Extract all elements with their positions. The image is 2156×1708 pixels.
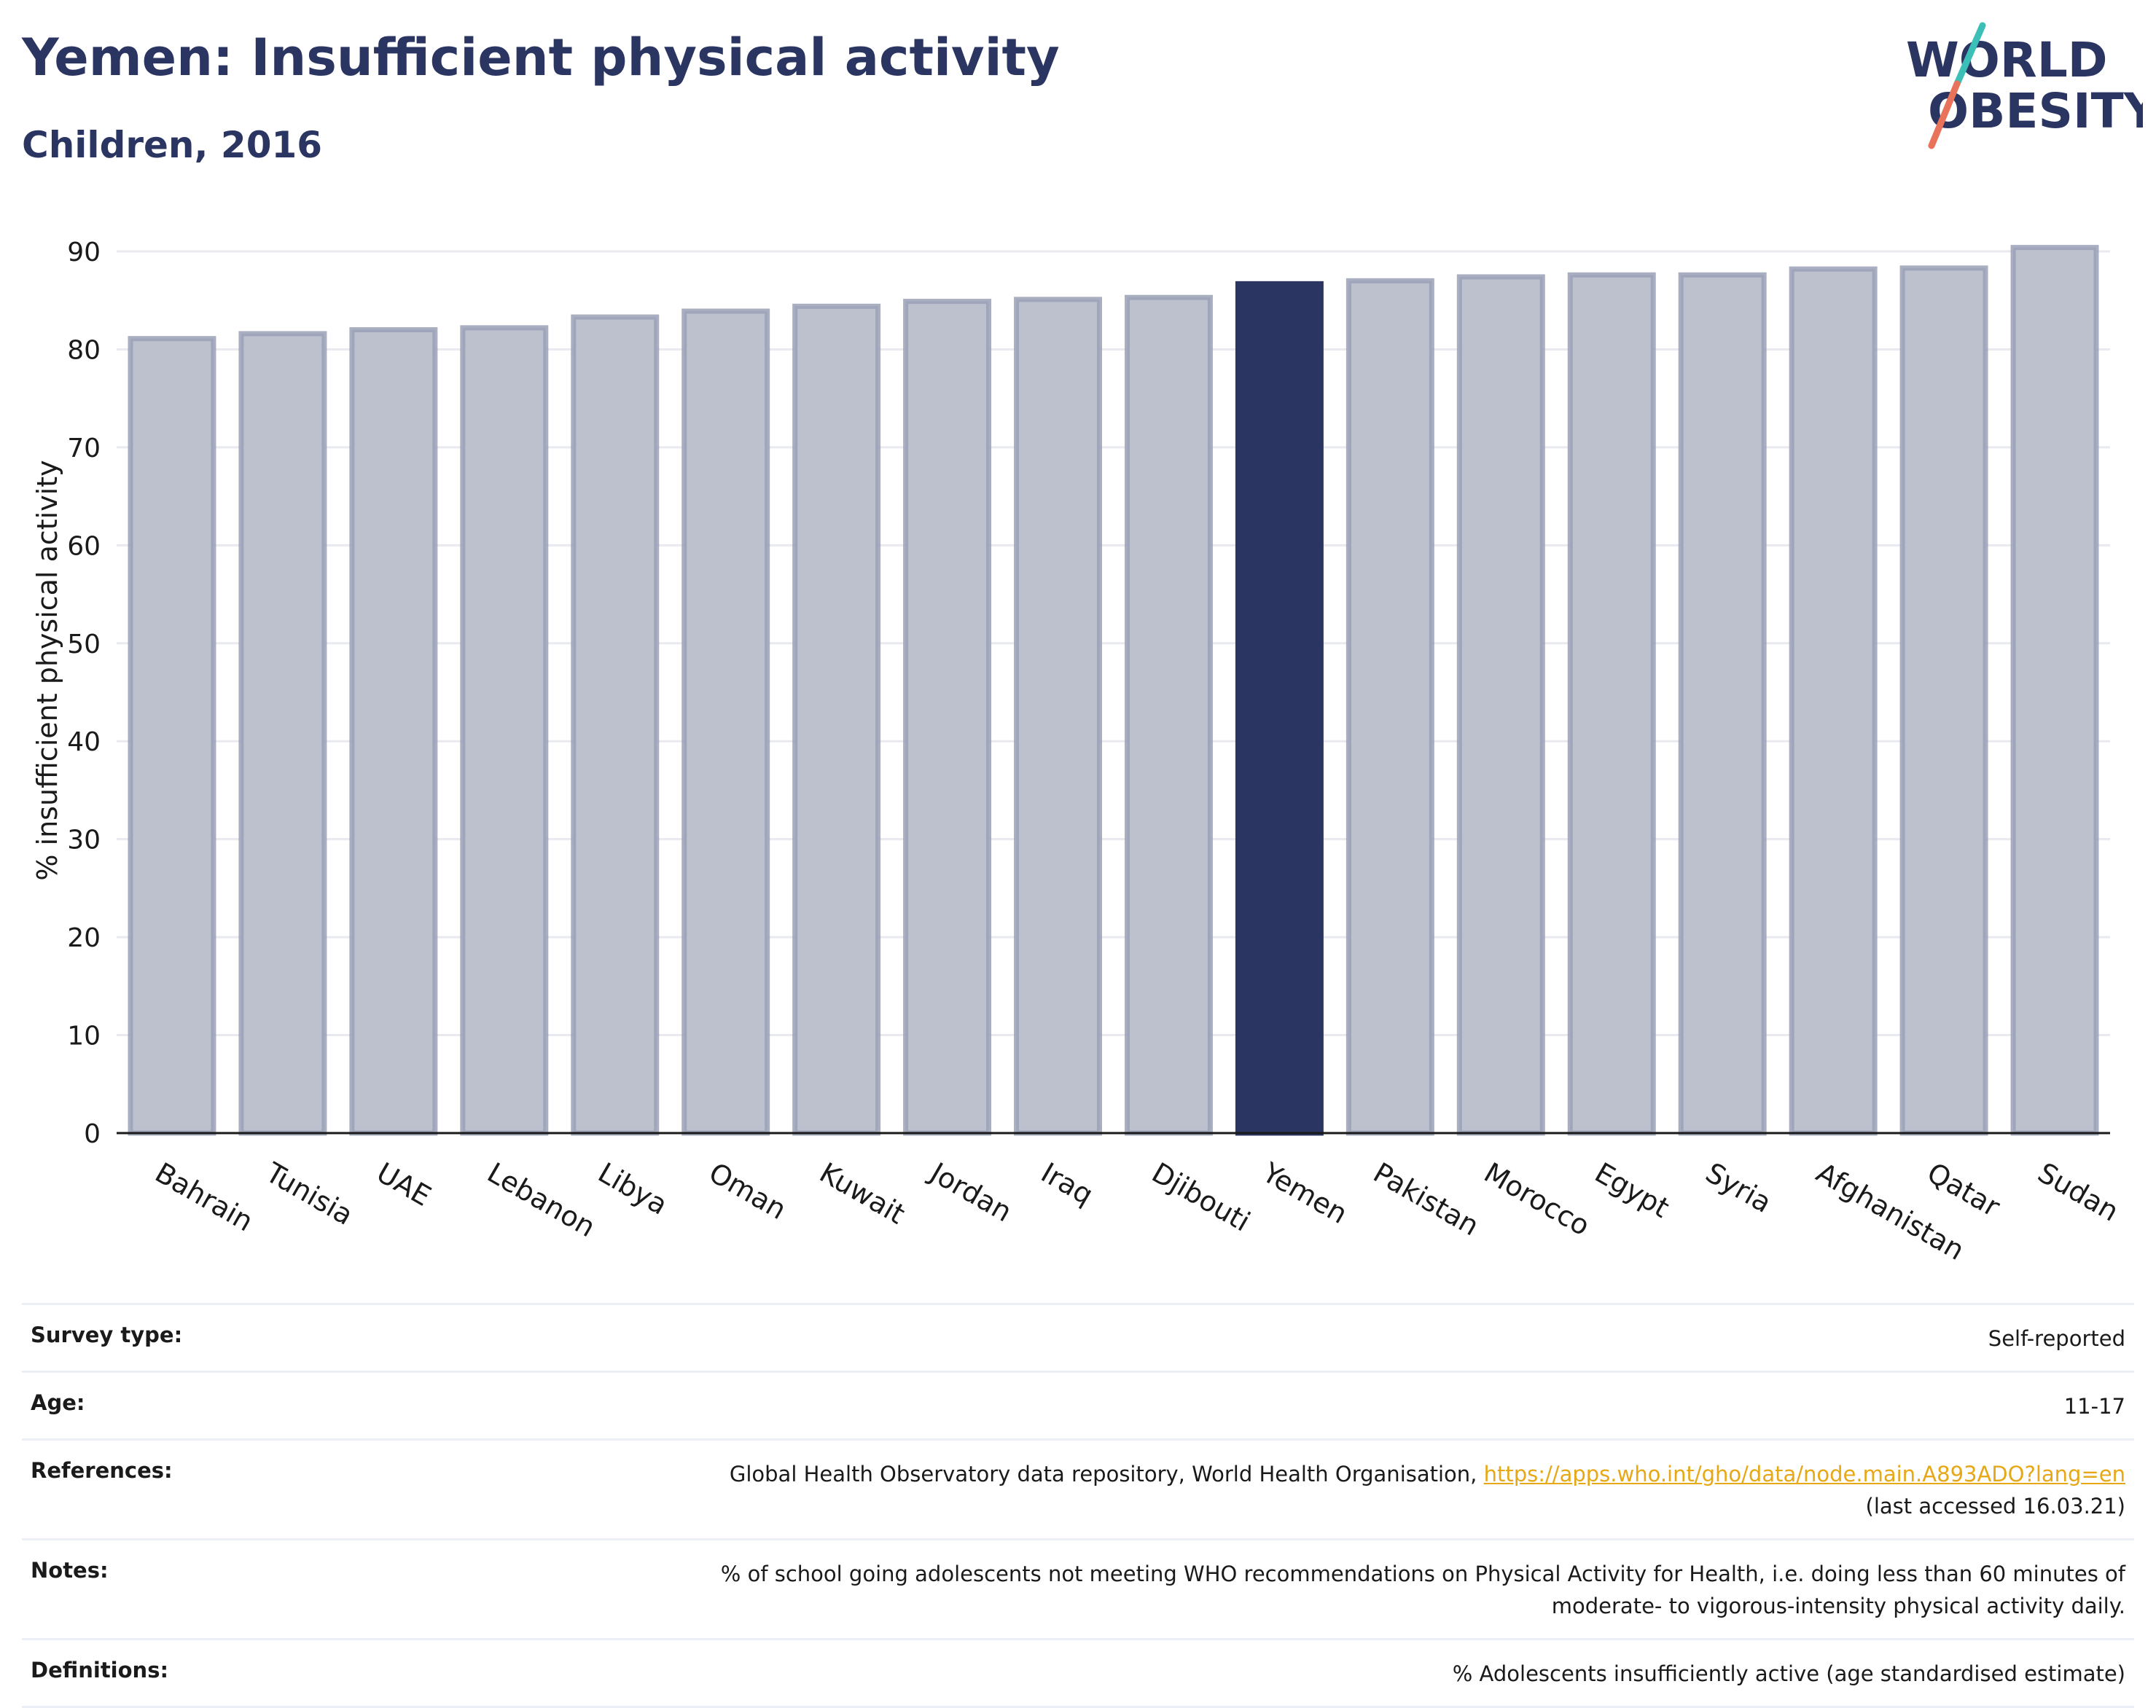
bar-egypt [1567, 272, 1656, 1136]
bars-layer [128, 245, 2099, 1136]
logo-slash-top [1953, 22, 1986, 87]
page-subtitle: Children, 2016 [22, 124, 323, 166]
x-tick-label: Lebanon [482, 1156, 601, 1243]
references-accessed: (last accessed 16.03.21) [1865, 1494, 2125, 1519]
x-tick-label: Jordan [923, 1156, 1017, 1229]
bar-bahrain [128, 336, 216, 1136]
page-title: Yemen: Insufficient physical activity [22, 28, 1060, 87]
bar-lebanon [460, 325, 549, 1136]
definitions-label: Definitions: [31, 1658, 169, 1682]
x-tick-label: Pakistan [1368, 1156, 1485, 1242]
age-value: 11-17 [2063, 1394, 2125, 1419]
bar-kuwait [792, 303, 881, 1136]
logo-line-2: OBESITY [1928, 83, 2143, 139]
y-tick-label: 90 [67, 238, 101, 267]
notes-label: Notes: [31, 1558, 109, 1583]
notes-value: % of school going adolescents not meetin… [721, 1558, 2125, 1622]
y-axis-label: % insufficient physical activity [31, 460, 63, 880]
x-tick-label: Iraq [1036, 1156, 1098, 1211]
y-tick-label: 20 [67, 923, 101, 953]
metadata-table: Survey type: Self-reported Age: 11-17 Re… [22, 1303, 2134, 1708]
notes-line-2: moderate- to vigorous-intensity physical… [1551, 1594, 2125, 1618]
y-tick-label: 70 [67, 434, 101, 463]
meta-row-notes: Notes: % of school going adolescents not… [22, 1538, 2134, 1638]
y-tick-label: 10 [67, 1022, 101, 1051]
x-tick-label: Bahrain [149, 1156, 258, 1238]
x-tick-label: Egypt [1590, 1156, 1675, 1224]
y-tick-label: 80 [67, 335, 101, 365]
survey-type-value: Self-reported [1988, 1326, 2125, 1351]
bar-uae [349, 327, 438, 1136]
meta-row-age: Age: 11-17 [22, 1371, 2134, 1438]
meta-row-references: References: Global Health Observatory da… [22, 1438, 2134, 1538]
bar-yemen [1235, 281, 1324, 1136]
references-link[interactable]: https://apps.who.int/gho/data/node.main.… [1483, 1462, 2125, 1486]
x-tick-label: Yemen [1257, 1156, 1353, 1230]
y-tick-label: 60 [67, 531, 101, 561]
x-tick-label: Morocco [1479, 1156, 1595, 1242]
bar-afghanistan [1789, 266, 1878, 1136]
y-tick-label: 40 [67, 727, 101, 757]
y-tick-label: 0 [84, 1119, 101, 1149]
definitions-value: % Adolescents insufficiently active (age… [1452, 1661, 2125, 1686]
meta-row-survey-type: Survey type: Self-reported [22, 1303, 2134, 1371]
meta-row-definitions: Definitions: % Adolescents insufficientl… [22, 1638, 2134, 1708]
bar-oman [681, 308, 770, 1136]
survey-type-label: Survey type: [31, 1323, 183, 1347]
x-tick-label: Tunisia [260, 1156, 359, 1231]
x-tick-label: Qatar [1922, 1156, 2006, 1223]
bar-qatar [1899, 265, 1988, 1136]
references-label: References: [31, 1458, 173, 1483]
bar-iraq [1014, 297, 1103, 1136]
y-tick-label: 50 [67, 630, 101, 659]
bar-jordan [903, 299, 992, 1136]
x-tick-label: UAE [371, 1156, 436, 1213]
bar-chart: 0 10 20 30 40 50 60 70 80 90 Bahrain Tunisia UAE Leba… [31, 238, 2125, 1266]
logo-line-1: WORLD [1906, 32, 2108, 88]
x-tick-label: Libya [593, 1156, 673, 1221]
x-tick-label: Oman [703, 1156, 792, 1226]
x-tick-label: Syria [1700, 1156, 1777, 1219]
y-tick-label: 30 [67, 826, 101, 855]
age-label: Age: [31, 1390, 85, 1415]
references-text: Global Health Observatory data repositor… [729, 1462, 1477, 1486]
bar-syria [1678, 272, 1767, 1136]
bar-sudan [2010, 245, 2099, 1136]
bar-libya [571, 314, 660, 1136]
x-tick-label: Djibouti [1147, 1156, 1256, 1238]
world-obesity-logo: WORLD OBESITY [1906, 22, 2143, 149]
bar-pakistan [1345, 278, 1434, 1136]
notes-line-1: % of school going adolescents not meetin… [720, 1562, 2125, 1586]
x-tick-label: Kuwait [814, 1156, 910, 1231]
x-tick-label: Sudan [2033, 1156, 2125, 1228]
bar-djibouti [1124, 294, 1213, 1136]
references-value: Global Health Observatory data repositor… [730, 1458, 2125, 1522]
logo-slash-bottom [1928, 80, 1961, 149]
bar-tunisia [238, 331, 327, 1136]
bar-morocco [1456, 274, 1545, 1136]
